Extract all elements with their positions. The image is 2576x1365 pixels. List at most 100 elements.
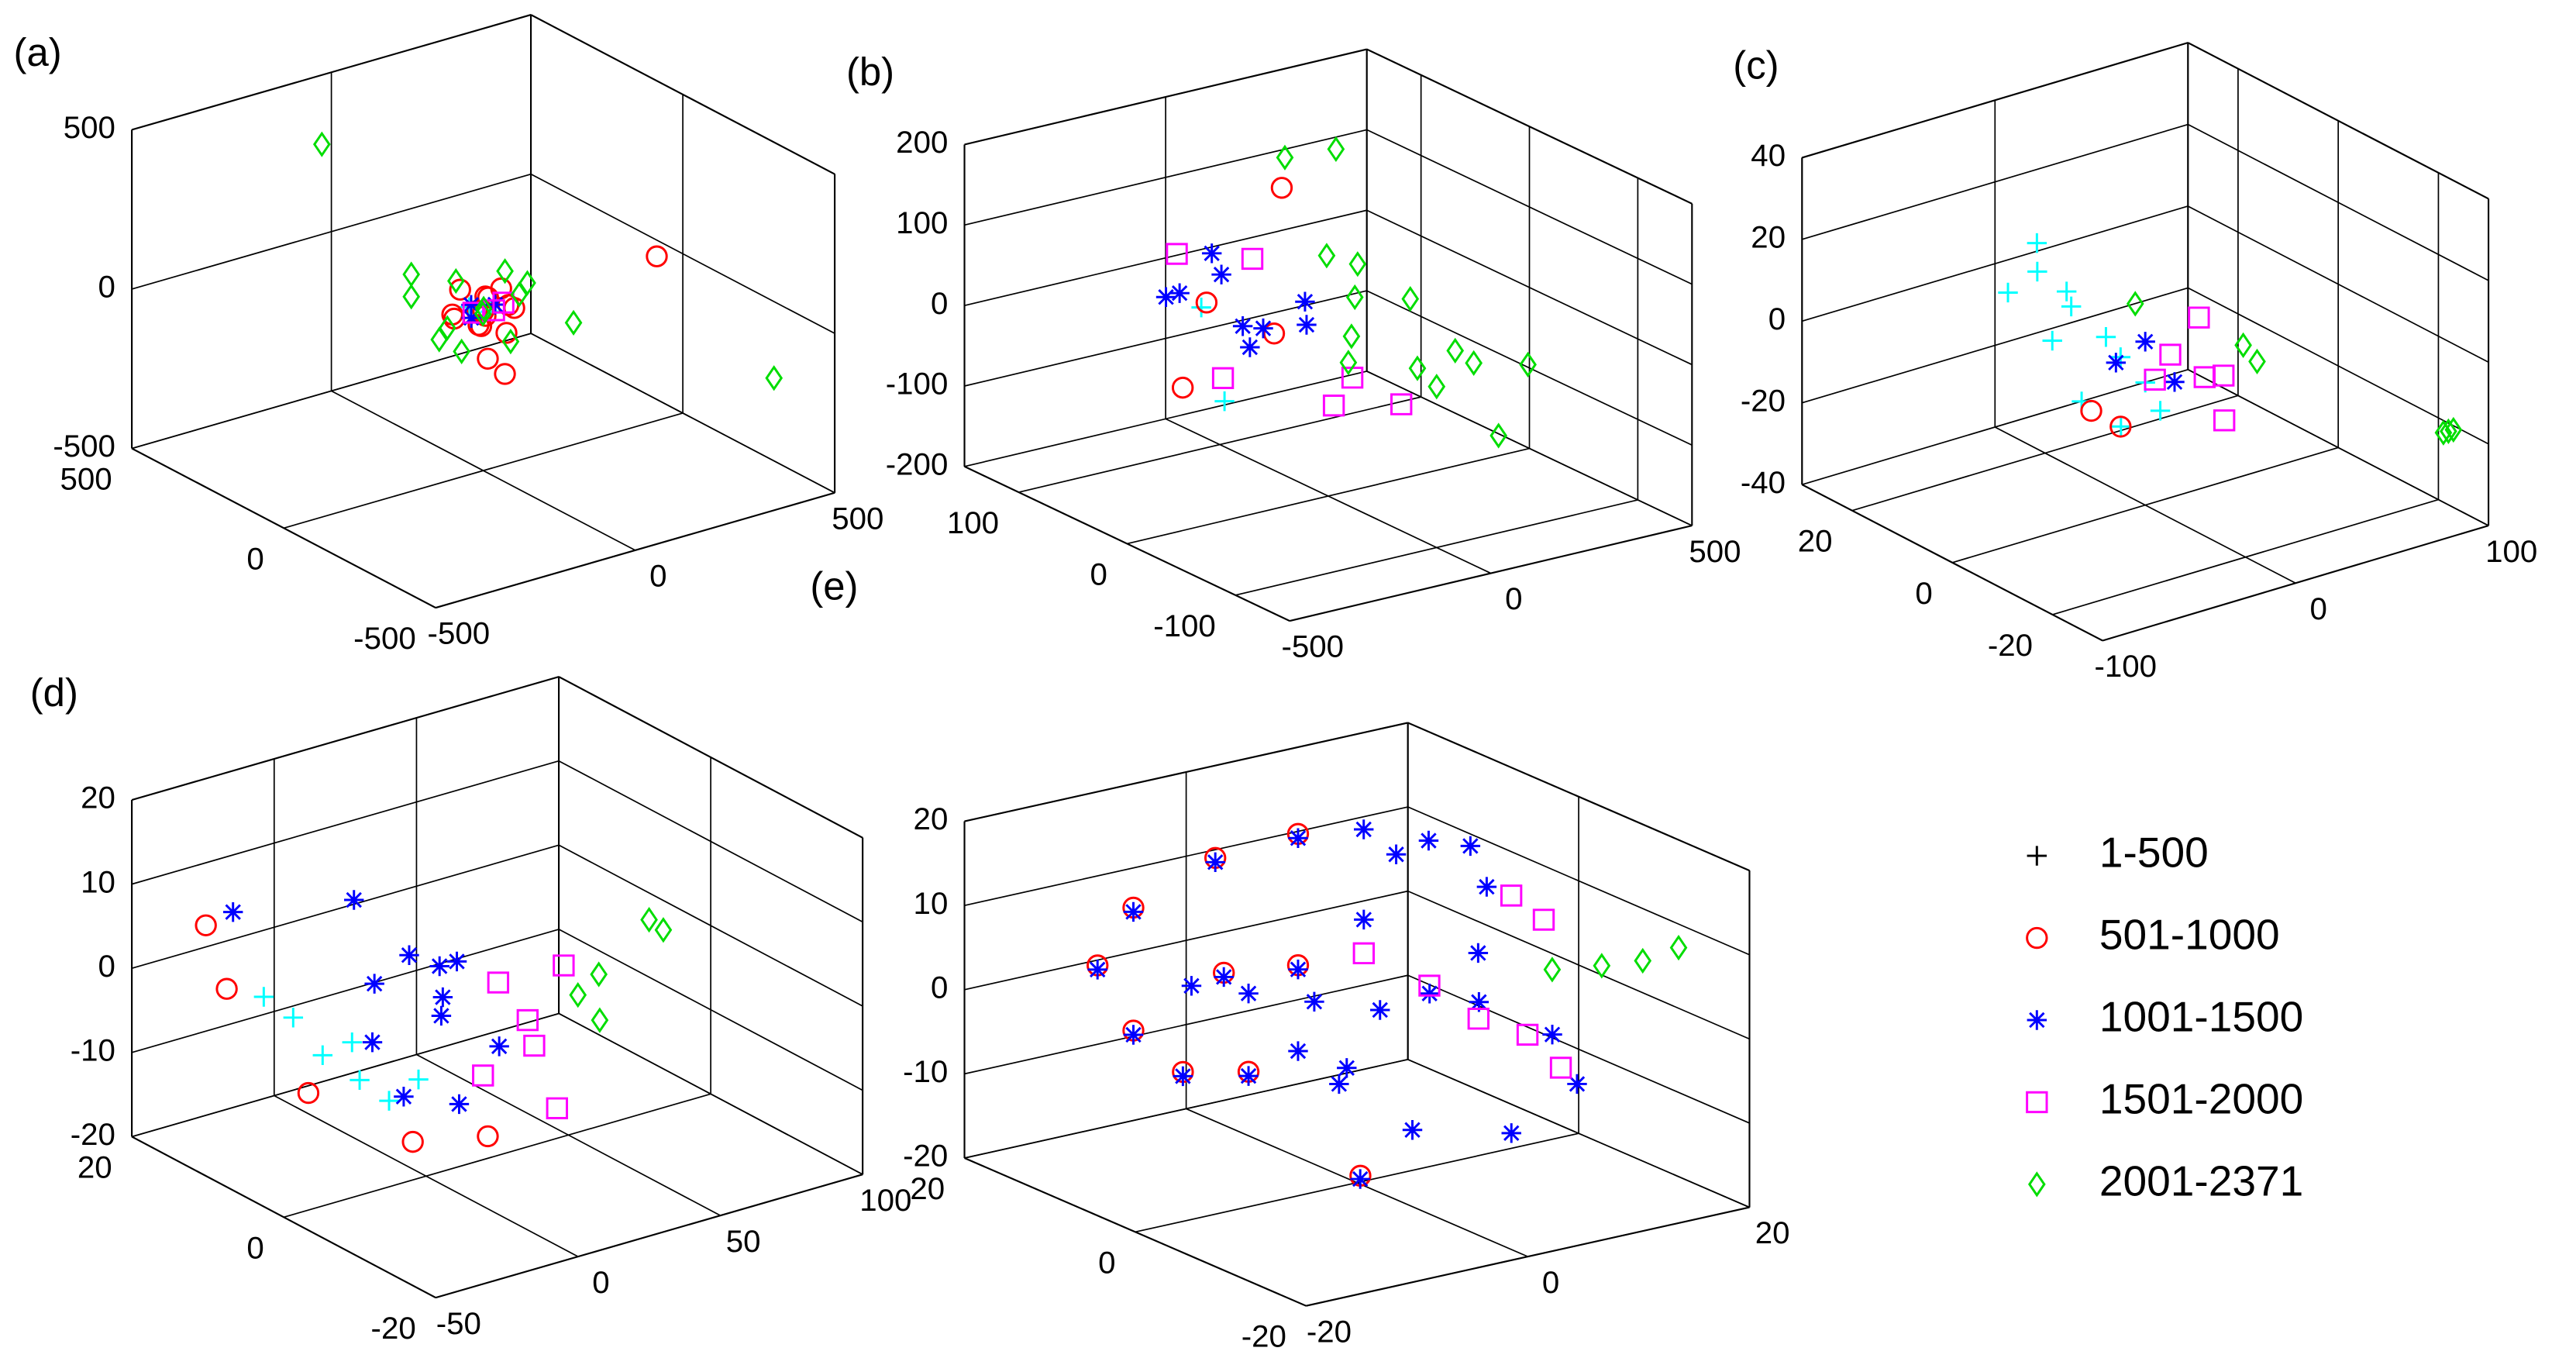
data-point bbox=[283, 1008, 304, 1028]
grid-line bbox=[558, 1012, 863, 1175]
data-point bbox=[1386, 844, 1407, 864]
data-point bbox=[1468, 943, 1489, 963]
z-tick-label: 0 bbox=[931, 286, 948, 321]
data-point bbox=[1205, 852, 1225, 873]
data-point bbox=[1352, 942, 1376, 965]
z-tick-label: -40 bbox=[1741, 465, 1786, 500]
z-tick-label: 20 bbox=[1751, 220, 1786, 255]
data-point bbox=[1297, 315, 1317, 335]
z-tick-label: -200 bbox=[886, 446, 949, 481]
x-tick-label: 0 bbox=[2310, 591, 2327, 626]
grid-line bbox=[131, 1012, 560, 1138]
grid-line bbox=[131, 333, 532, 450]
x-tick-label: 500 bbox=[1689, 534, 1741, 569]
grid-line bbox=[131, 844, 560, 970]
data-point bbox=[1276, 144, 1294, 171]
legend-marker bbox=[2026, 1091, 2048, 1114]
z-tick-label: -10 bbox=[71, 1032, 115, 1067]
data-point bbox=[408, 1069, 429, 1090]
data-point bbox=[1350, 1169, 1370, 1189]
z-tick-label: -20 bbox=[1741, 383, 1786, 418]
data-point bbox=[1465, 350, 1483, 376]
x-tick-label: -500 bbox=[1282, 629, 1345, 664]
z-tick-label: 40 bbox=[1751, 138, 1786, 173]
data-point bbox=[765, 365, 783, 391]
data-point bbox=[501, 329, 520, 355]
y-tick-label: 100 bbox=[947, 505, 999, 540]
data-point bbox=[1354, 909, 1374, 930]
grid-line bbox=[1366, 371, 1693, 526]
data-point bbox=[1516, 1023, 1539, 1046]
z-tick-label: -20 bbox=[903, 1139, 948, 1174]
data-point bbox=[350, 1070, 370, 1091]
data-point bbox=[487, 971, 510, 994]
grid-line bbox=[2187, 42, 2489, 200]
data-point bbox=[429, 956, 449, 977]
data-point bbox=[430, 326, 449, 353]
y-tick-label: 0 bbox=[246, 1230, 263, 1265]
data-point bbox=[1238, 983, 1259, 1004]
data-point bbox=[489, 1036, 509, 1056]
x-tick-label: 0 bbox=[592, 1265, 609, 1300]
data-point bbox=[472, 1064, 494, 1087]
grid-line bbox=[530, 333, 835, 494]
data-point bbox=[362, 1032, 383, 1053]
grid-line bbox=[1407, 722, 1750, 871]
grid-line bbox=[1235, 499, 1638, 596]
data-point bbox=[1446, 337, 1465, 364]
data-point bbox=[640, 906, 658, 933]
z-tick-label: 200 bbox=[896, 125, 948, 160]
data-point bbox=[1211, 264, 1231, 284]
data-point bbox=[1288, 828, 1308, 848]
legend: 1-500 501-1000 1001-1500 1501-2000 2001-2371 bbox=[2026, 829, 2303, 1205]
data-point bbox=[1342, 323, 1361, 350]
data-point bbox=[2106, 353, 2127, 373]
z-tick-label: 0 bbox=[931, 970, 948, 1005]
data-point bbox=[654, 917, 673, 943]
data-point bbox=[492, 291, 515, 314]
grid-line bbox=[2187, 369, 2489, 526]
z-tick-label: -100 bbox=[886, 367, 949, 402]
data-point bbox=[553, 954, 575, 977]
data-point bbox=[1166, 243, 1188, 265]
y-tick-label: -20 bbox=[371, 1311, 416, 1346]
z-tick-label: 20 bbox=[914, 801, 949, 836]
data-point bbox=[215, 977, 238, 1000]
data-point bbox=[1317, 243, 1336, 269]
legend-label: 1501-2000 bbox=[2099, 1074, 2303, 1122]
y-tick-label: 20 bbox=[77, 1150, 112, 1184]
grid-line bbox=[1802, 205, 2189, 322]
data-point bbox=[1171, 376, 1194, 399]
data-point bbox=[2027, 261, 2047, 282]
grid-line bbox=[1366, 48, 1693, 205]
legend-marker bbox=[2027, 846, 2047, 866]
data-point bbox=[1567, 1074, 1587, 1094]
data-point bbox=[2109, 415, 2132, 438]
grid-line bbox=[964, 890, 1408, 991]
grid-line bbox=[2187, 205, 2489, 364]
grid-line bbox=[1802, 368, 2189, 485]
panel-label: (c) bbox=[1733, 43, 1779, 88]
data-point bbox=[2056, 281, 2077, 302]
data-point bbox=[461, 295, 481, 315]
grid-line bbox=[530, 14, 835, 175]
data-point bbox=[1214, 391, 1235, 412]
data-point bbox=[449, 278, 471, 301]
data-point bbox=[546, 1097, 569, 1119]
grid-line bbox=[1802, 287, 2189, 404]
data-point bbox=[1593, 953, 1611, 979]
grid-line bbox=[1407, 974, 1750, 1124]
data-point bbox=[1087, 960, 1107, 980]
grid-line bbox=[2052, 498, 2439, 615]
data-point bbox=[1123, 1025, 1144, 1045]
data-point bbox=[2061, 296, 2082, 317]
data-point bbox=[461, 308, 481, 328]
data-point bbox=[402, 284, 421, 310]
data-point bbox=[402, 261, 421, 288]
data-point bbox=[399, 945, 419, 965]
data-point bbox=[2213, 364, 2235, 387]
data-point bbox=[447, 267, 465, 295]
grid-line bbox=[131, 929, 560, 1053]
